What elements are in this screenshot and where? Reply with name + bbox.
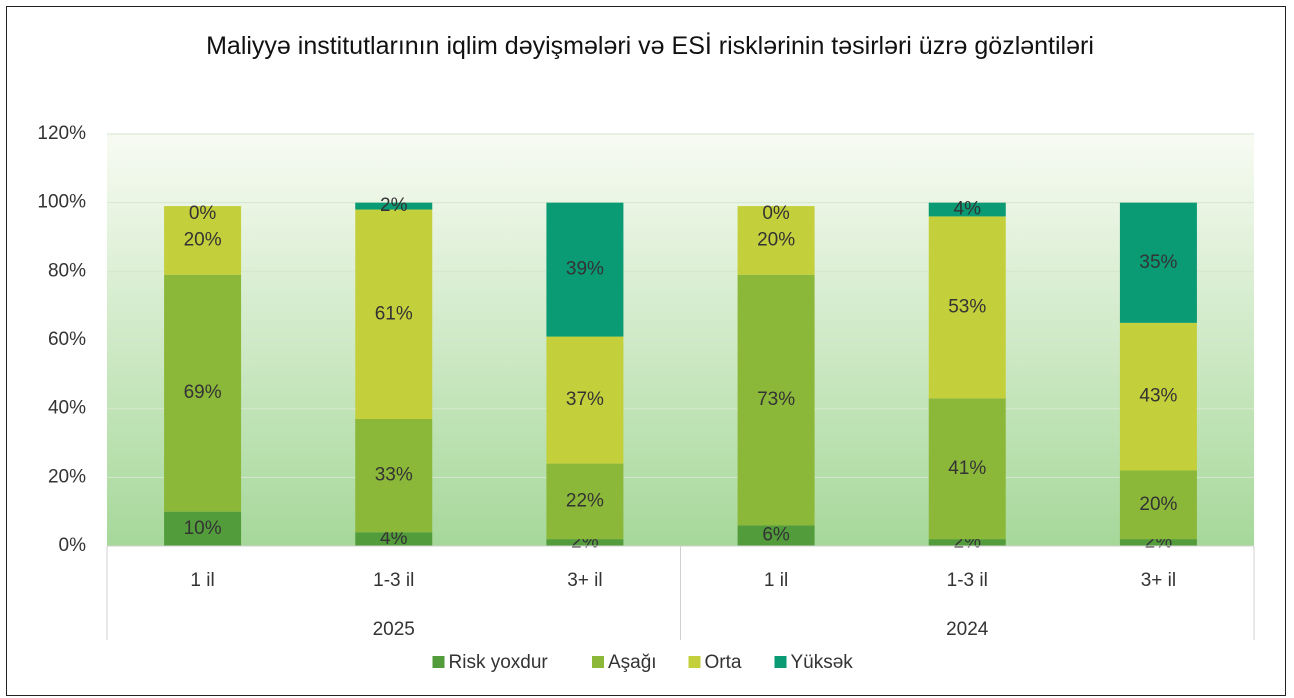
y-tick-label: 120% bbox=[37, 123, 86, 144]
bar-segment bbox=[928, 539, 1006, 546]
legend-swatch bbox=[432, 656, 445, 668]
data-label: 20% bbox=[184, 229, 222, 250]
y-tick-label: 20% bbox=[48, 466, 86, 487]
bar-segment bbox=[1119, 539, 1197, 546]
data-label: 0% bbox=[762, 203, 790, 224]
bar-segment bbox=[737, 274, 815, 526]
data-label: 4% bbox=[380, 528, 408, 549]
bar-segment bbox=[737, 206, 815, 275]
legend-swatch bbox=[688, 656, 701, 668]
y-tick-label: 80% bbox=[48, 260, 86, 281]
bar-segment bbox=[546, 463, 624, 540]
data-label: 20% bbox=[757, 229, 795, 250]
data-label: 2% bbox=[380, 195, 408, 216]
legend-swatch bbox=[774, 656, 787, 668]
bar-segment bbox=[928, 216, 1006, 399]
chart-title: Maliyyə institutlarının iqlim dəyişmələr… bbox=[206, 32, 1094, 60]
data-label: 37% bbox=[566, 389, 604, 410]
x-tick-label: 1-3 il bbox=[947, 570, 988, 591]
bar-segment bbox=[546, 202, 624, 337]
data-label: 6% bbox=[762, 525, 790, 546]
legend-label: Aşağı bbox=[608, 652, 657, 673]
x-tick-label: 1-3 il bbox=[373, 570, 414, 591]
legend-label: Yüksək bbox=[791, 652, 854, 673]
data-label: 73% bbox=[757, 389, 795, 410]
y-tick-label: 40% bbox=[48, 398, 86, 419]
group-label: 2024 bbox=[946, 619, 989, 640]
data-label: 53% bbox=[948, 296, 986, 317]
bar-segment bbox=[164, 511, 242, 546]
bar-segment bbox=[546, 539, 624, 546]
legend-label: Orta bbox=[705, 652, 742, 673]
bar-segment bbox=[928, 202, 1006, 217]
bar-segment bbox=[164, 206, 242, 275]
bar-segment bbox=[355, 202, 433, 210]
data-label: 4% bbox=[954, 199, 982, 220]
data-label: 20% bbox=[1139, 494, 1177, 515]
x-tick-label: 1 il bbox=[764, 570, 788, 591]
bar-segment bbox=[1119, 470, 1197, 540]
data-label: 43% bbox=[1139, 386, 1177, 407]
bar-segment bbox=[1119, 202, 1197, 323]
data-label: 69% bbox=[184, 382, 222, 403]
legend-swatch bbox=[592, 656, 604, 668]
data-label: 10% bbox=[184, 518, 222, 539]
x-tick-label: 1 il bbox=[190, 570, 214, 591]
bar-segment bbox=[164, 274, 242, 512]
bar-segment bbox=[355, 418, 433, 533]
bar-segment bbox=[1119, 322, 1197, 471]
chart-border bbox=[6, 6, 1286, 696]
y-tick-label: 100% bbox=[37, 192, 86, 213]
y-tick-label: 0% bbox=[59, 535, 87, 556]
x-tick-label: 3+ il bbox=[1141, 570, 1176, 591]
legend-label: Risk yoxdur bbox=[449, 652, 549, 673]
data-label: 35% bbox=[1139, 252, 1177, 273]
bar-segment bbox=[546, 336, 624, 464]
bar-segment bbox=[355, 532, 433, 546]
data-label: 22% bbox=[566, 490, 604, 511]
group-label: 2025 bbox=[373, 619, 415, 640]
y-tick-label: 60% bbox=[48, 329, 86, 350]
bar-segment bbox=[928, 398, 1006, 540]
data-label: 33% bbox=[375, 465, 413, 486]
data-label: 61% bbox=[375, 303, 413, 324]
x-tick-label: 3+ il bbox=[567, 570, 602, 591]
data-label: 39% bbox=[566, 259, 604, 280]
data-label: 41% bbox=[948, 458, 986, 479]
bar-segment bbox=[355, 209, 433, 419]
data-label: 0% bbox=[189, 203, 217, 224]
bar-segment bbox=[737, 525, 815, 546]
